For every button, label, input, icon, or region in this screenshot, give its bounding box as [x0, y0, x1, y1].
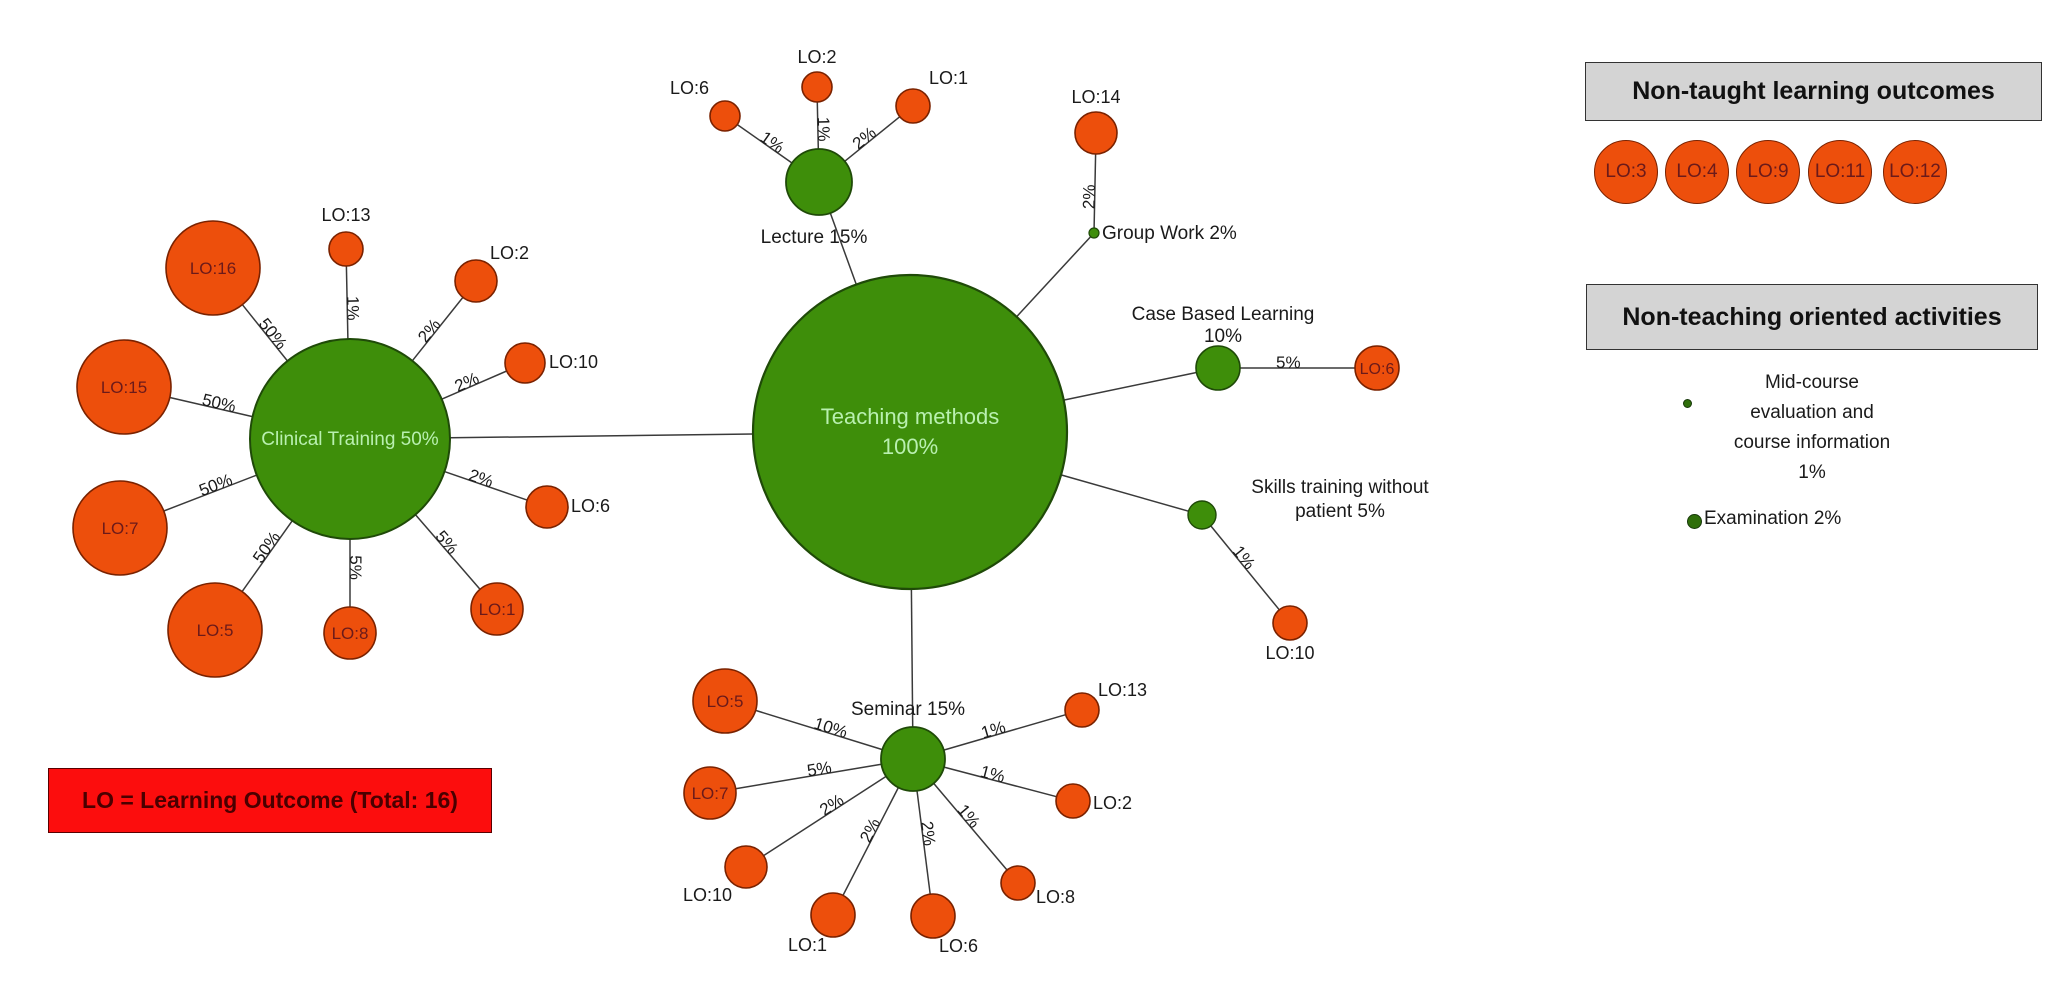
svg-text:LO:5: LO:5	[707, 692, 744, 711]
svg-text:2%: 2%	[917, 820, 939, 847]
svg-text:LO:1: LO:1	[479, 600, 516, 619]
svg-text:LO:2: LO:2	[490, 243, 529, 263]
svg-text:LO:15: LO:15	[101, 378, 147, 397]
svg-text:LO:2: LO:2	[1093, 793, 1132, 813]
svg-text:LO:6: LO:6	[670, 78, 709, 98]
svg-text:LO:5: LO:5	[197, 621, 234, 640]
svg-text:Seminar 15%: Seminar 15%	[851, 699, 965, 720]
svg-text:Lecture 15%: Lecture 15%	[761, 227, 868, 248]
svg-text:LO:14: LO:14	[1071, 87, 1120, 107]
svg-text:LO:6: LO:6	[1360, 361, 1395, 378]
svg-text:5%: 5%	[346, 555, 365, 580]
svg-text:LO:6: LO:6	[571, 496, 610, 516]
svg-text:100%: 100%	[882, 434, 938, 459]
svg-text:5%: 5%	[806, 758, 833, 781]
svg-text:Skills training without: Skills training without	[1251, 477, 1429, 498]
svg-text:Clinical Training 50%: Clinical Training 50%	[261, 429, 439, 450]
svg-text:LO:1: LO:1	[788, 935, 827, 955]
svg-text:LO:13: LO:13	[1098, 680, 1147, 700]
svg-text:LO:16: LO:16	[190, 259, 236, 278]
svg-text:Group Work 2%: Group Work 2%	[1102, 223, 1237, 244]
svg-text:1%: 1%	[343, 296, 363, 321]
svg-text:LO:2: LO:2	[797, 47, 836, 67]
svg-text:2%: 2%	[1079, 184, 1098, 209]
svg-text:LO:8: LO:8	[1036, 887, 1075, 907]
svg-text:LO:10: LO:10	[549, 352, 598, 372]
svg-text:LO:7: LO:7	[692, 784, 729, 803]
svg-text:LO:7: LO:7	[102, 519, 139, 538]
svg-text:patient 5%: patient 5%	[1295, 501, 1385, 522]
svg-text:LO:10: LO:10	[1265, 643, 1314, 663]
svg-text:LO:6: LO:6	[939, 936, 978, 956]
svg-text:Case Based Learning: Case Based Learning	[1132, 304, 1315, 325]
svg-text:Teaching methods: Teaching methods	[821, 404, 1000, 429]
svg-text:10%: 10%	[1204, 326, 1242, 347]
svg-text:LO:8: LO:8	[332, 624, 369, 643]
svg-text:LO:1: LO:1	[929, 68, 968, 88]
svg-text:1%: 1%	[814, 117, 834, 142]
svg-text:LO:13: LO:13	[321, 205, 370, 225]
svg-text:LO:10: LO:10	[683, 885, 732, 905]
svg-text:5%: 5%	[1276, 353, 1301, 372]
